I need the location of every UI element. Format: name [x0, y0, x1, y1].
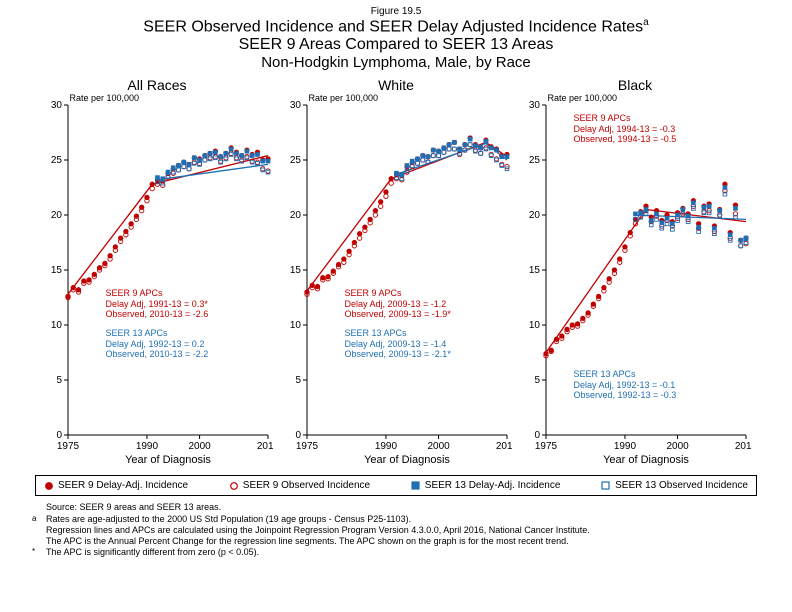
chart-panel: All Races 0 5 10 15 20 25 30 1975 1990 2000 2013 Yea… [40, 77, 275, 467]
svg-text:15: 15 [528, 265, 540, 276]
footer: Source: SEER 9 areas and SEER 13 areas. … [32, 502, 760, 558]
footer-sup-a: a [32, 514, 42, 525]
legend: SEER 9 Delay-Adj. Incidence SEER 9 Observ… [35, 475, 757, 496]
svg-text:2013: 2013 [256, 441, 273, 452]
charts-row: All Races0510152025301975199020002013Yea… [0, 77, 792, 467]
svg-text:25: 25 [50, 155, 62, 166]
title-block: SEER Observed Incidence and SEER Delay A… [0, 17, 792, 71]
title-line-1: SEER Observed Incidence and SEER Delay A… [0, 17, 792, 36]
panel-title: White [279, 77, 514, 93]
svg-text:1975: 1975 [56, 441, 79, 452]
legend-label: SEER 13 Observed Incidence [615, 480, 748, 491]
svg-text:15: 15 [50, 265, 62, 276]
svg-text:5: 5 [295, 375, 301, 386]
footer-star: The APC is significantly different from … [46, 547, 259, 558]
footer-sup-star: * [32, 547, 42, 558]
panel-title: Black [518, 77, 753, 93]
chart-svg: 0 5 10 15 20 25 30 1975 1990 2000 2013 Year of Diag… [518, 93, 752, 467]
svg-text:30: 30 [289, 100, 301, 111]
svg-text:0: 0 [56, 430, 62, 441]
legend-label: SEER 9 Delay-Adj. Incidence [58, 480, 188, 491]
chart-panel: Black 0 5 10 15 20 25 30 1975 1990 2000 2013 Year of… [518, 77, 753, 467]
legend-item: SEER 9 Delay-Adj. Incidence [44, 480, 188, 491]
svg-text:Year of Diagnosis: Year of Diagnosis [125, 454, 211, 466]
svg-text:10: 10 [289, 320, 301, 331]
annotation: SEER 9 APCsDelay Adj, 2009-13 = -1.2Obse… [345, 288, 451, 319]
panel-title: All Races [40, 77, 275, 93]
footer-source: Source: SEER 9 areas and SEER 13 areas. [46, 502, 221, 513]
annotation: SEER 13 APCsDelay Adj, 2009-13 = -1.4Obs… [345, 328, 451, 359]
chart-panel: White 0 5 10 15 20 25 30 1975 1990 2000 2013 Year of… [279, 77, 514, 467]
legend-item: SEER 9 Observed Incidence [229, 480, 370, 491]
footer-a2: Regression lines and APCs are calculated… [46, 525, 590, 536]
svg-text:20: 20 [50, 210, 62, 221]
svg-text:0: 0 [295, 430, 301, 441]
svg-text:10: 10 [50, 320, 62, 331]
annotation: SEER 9 APCsDelay Adj, 1991-13 = 0.3*Obse… [106, 288, 209, 319]
square-marker-icon [601, 481, 611, 491]
title-line-3: Non-Hodgkin Lymphoma, Male, by Race [0, 54, 792, 71]
chart-svg: 0 5 10 15 20 25 30 1975 1990 2000 2013 Year of Diag… [40, 93, 274, 467]
title-sup: a [643, 17, 649, 28]
svg-text:20: 20 [289, 210, 301, 221]
figure-number: Figure 19.5 [0, 0, 792, 17]
svg-text:2013: 2013 [495, 441, 512, 452]
legend-label: SEER 9 Observed Incidence [243, 480, 370, 491]
svg-text:25: 25 [528, 155, 540, 166]
y-axis-label: Rate per 100,000 [309, 93, 379, 103]
footer-a1: Rates are age-adjusted to the 2000 US St… [46, 514, 411, 525]
square-marker-icon [411, 481, 421, 491]
annotation: SEER 13 APCsDelay Adj, 1992-13 = 0.2Obse… [106, 328, 209, 359]
svg-text:5: 5 [534, 375, 540, 386]
legend-item: SEER 13 Delay-Adj. Incidence [411, 480, 561, 491]
svg-text:0: 0 [534, 430, 540, 441]
svg-text:15: 15 [289, 265, 301, 276]
svg-text:1990: 1990 [135, 441, 158, 452]
circle-marker-icon [44, 481, 54, 491]
title-text-1: SEER Observed Incidence and SEER Delay A… [143, 18, 643, 35]
y-axis-label: Rate per 100,000 [70, 93, 140, 103]
title-line-2: SEER 9 Areas Compared to SEER 13 Areas [0, 36, 792, 54]
svg-text:2013: 2013 [734, 441, 751, 452]
svg-text:2000: 2000 [666, 441, 689, 452]
legend-item: SEER 13 Observed Incidence [601, 480, 748, 491]
svg-text:Year of Diagnosis: Year of Diagnosis [603, 454, 689, 466]
svg-text:2000: 2000 [188, 441, 211, 452]
annotation: SEER 9 APCsDelay Adj, 1994-13 = -0.3Obse… [574, 113, 677, 144]
svg-text:2000: 2000 [427, 441, 450, 452]
svg-text:1990: 1990 [613, 441, 636, 452]
svg-text:Year of Diagnosis: Year of Diagnosis [364, 454, 450, 466]
svg-text:20: 20 [528, 210, 540, 221]
svg-text:30: 30 [528, 100, 540, 111]
legend-label: SEER 13 Delay-Adj. Incidence [425, 480, 561, 491]
circle-marker-icon [229, 481, 239, 491]
annotation: SEER 13 APCsDelay Adj, 1992-13 = -0.1Obs… [574, 369, 677, 400]
svg-text:1975: 1975 [534, 441, 557, 452]
svg-text:30: 30 [50, 100, 62, 111]
footer-a3: The APC is the Annual Percent Change for… [46, 536, 569, 547]
chart-svg: 0 5 10 15 20 25 30 1975 1990 2000 2013 Year of Diag… [279, 93, 513, 467]
svg-text:5: 5 [56, 375, 62, 386]
svg-text:25: 25 [289, 155, 301, 166]
svg-text:1975: 1975 [295, 441, 318, 452]
svg-text:10: 10 [528, 320, 540, 331]
svg-text:1990: 1990 [374, 441, 397, 452]
y-axis-label: Rate per 100,000 [548, 93, 618, 103]
